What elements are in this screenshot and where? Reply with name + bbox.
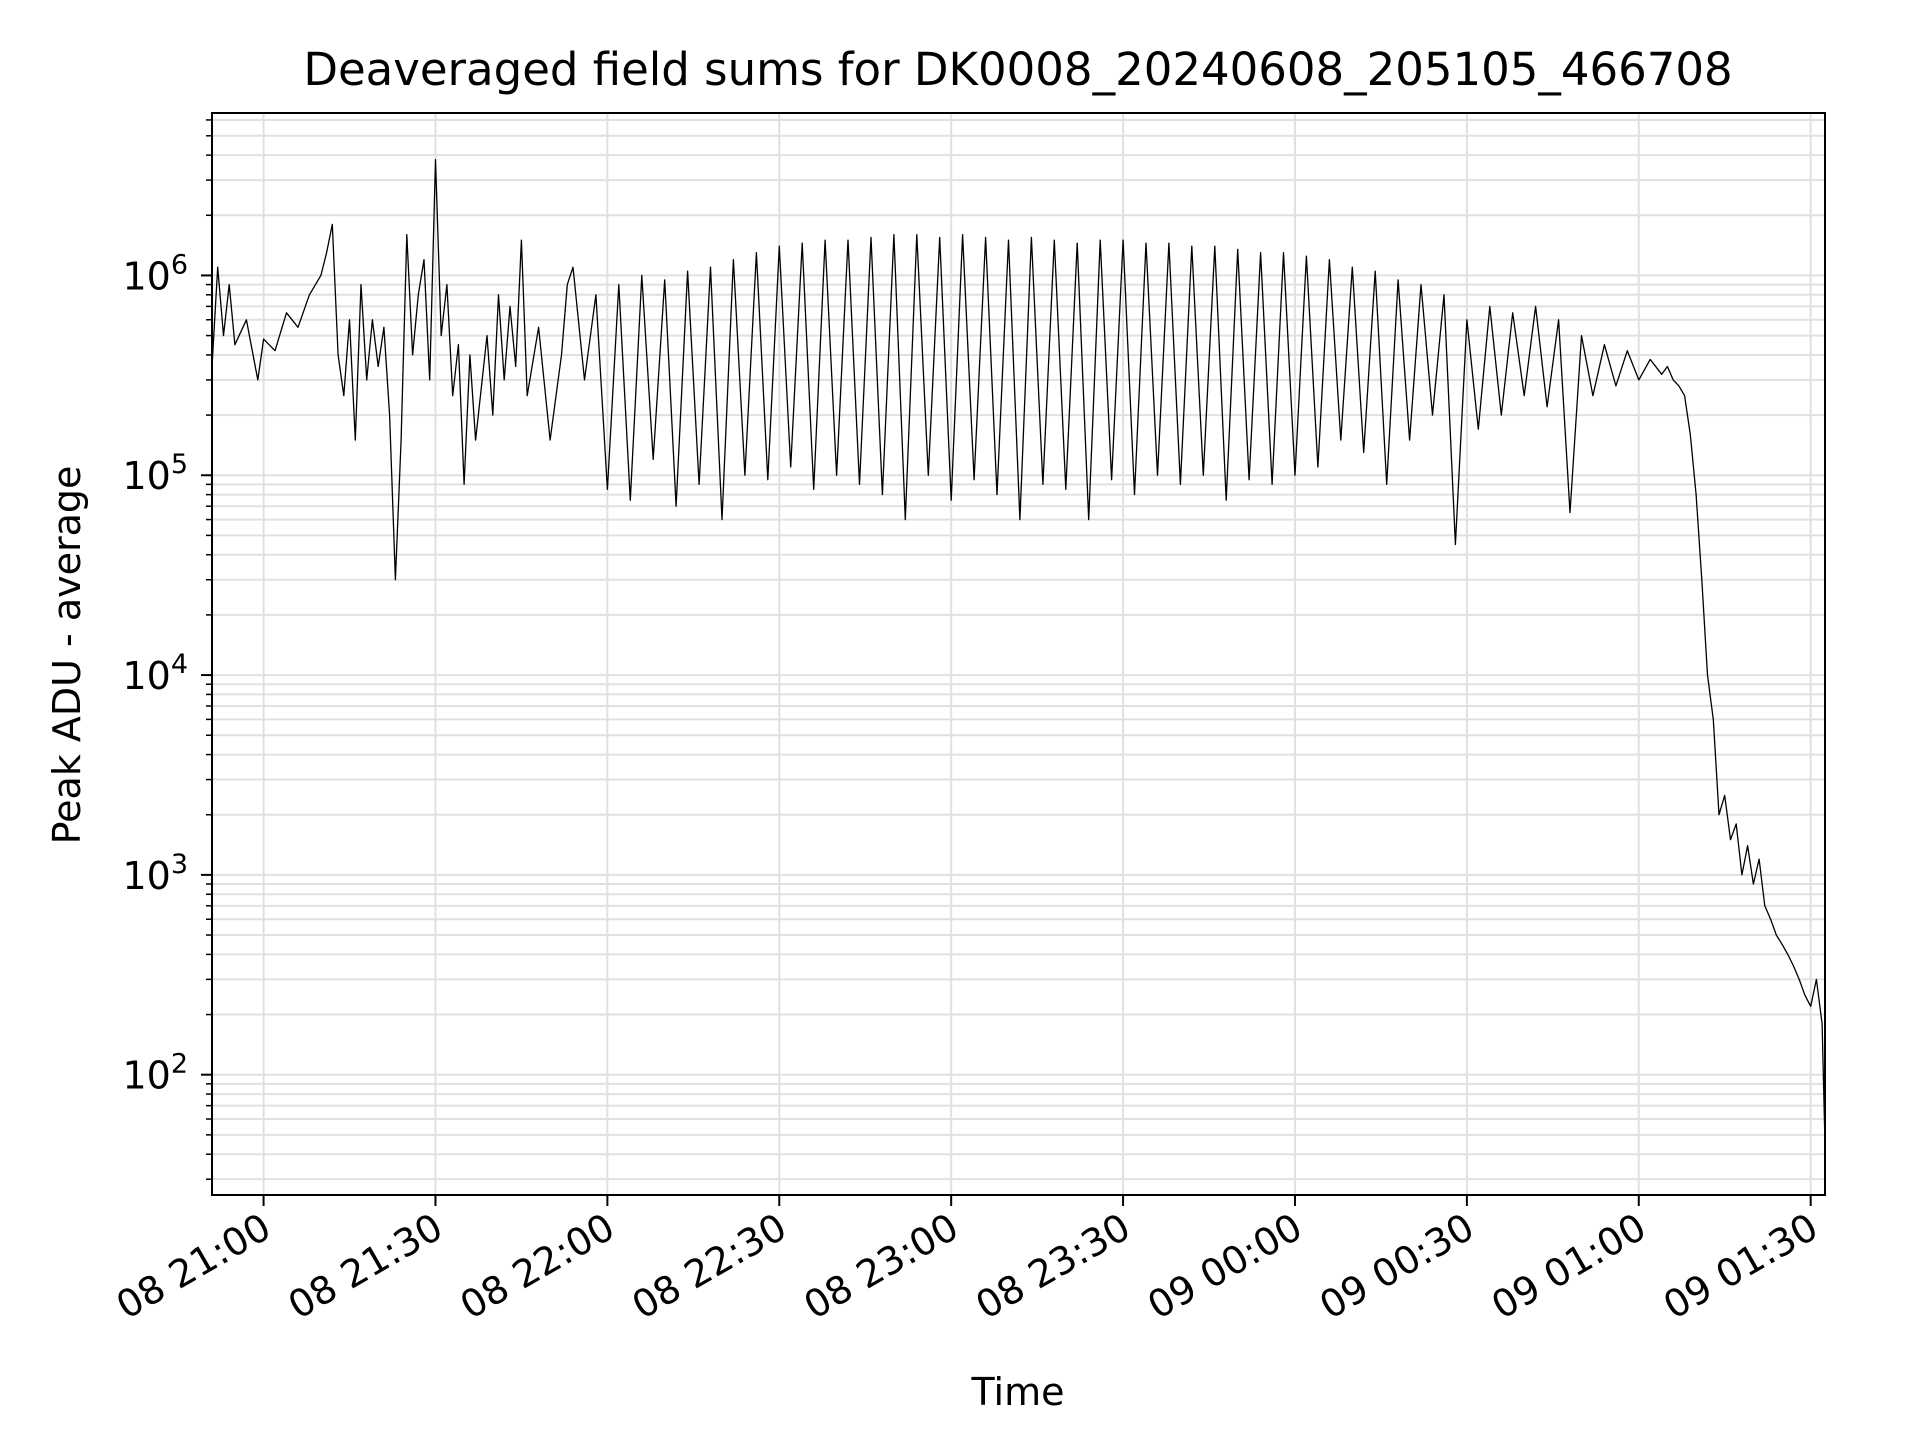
y-tick-label: 106 [122, 249, 188, 298]
y-tick-label-base: 10 [122, 854, 170, 898]
y-tick-label: 104 [122, 649, 188, 698]
x-axis-title: Time [971, 1370, 1065, 1414]
y-tick-label-exponent: 2 [171, 1049, 188, 1080]
y-tick-label-exponent: 5 [171, 449, 188, 480]
chart-title: Deaveraged field sums for DK0008_2024060… [303, 43, 1732, 96]
series-line [211, 158, 1826, 1145]
y-tick-label: 102 [122, 1049, 188, 1098]
y-tick-label-base: 10 [122, 1054, 170, 1098]
y-tick-label-base: 10 [122, 254, 170, 298]
y-minor-ticks [206, 119, 212, 1180]
plot-frame [211, 112, 1826, 1196]
y-tick-label-exponent: 4 [171, 649, 188, 680]
y-tick-label: 105 [122, 449, 188, 498]
y-tick-label-exponent: 3 [171, 849, 188, 880]
y-tick-label-exponent: 6 [171, 249, 188, 280]
y-tick-label: 103 [122, 849, 188, 898]
y-tick-label-base: 10 [122, 454, 170, 498]
y-axis-title: Peak ADU - average [45, 466, 89, 845]
y-tick-label-base: 10 [122, 654, 170, 698]
